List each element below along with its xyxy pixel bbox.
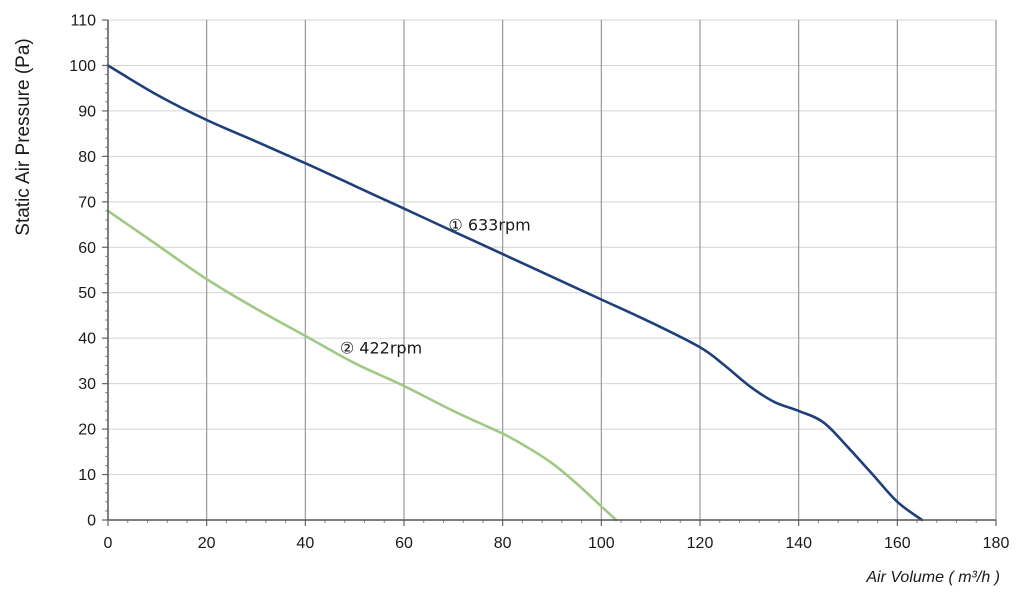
- y-tick-label: 20: [78, 422, 96, 439]
- tick-labels: 0 10 20 30 40 50 60 70 80 90 100 110 0 20 40 60 80 100 120…: [69, 13, 1009, 553]
- x-tick-label: 100: [588, 535, 615, 552]
- x-tick-label: 0: [104, 535, 113, 552]
- series-labels: ① 633rpm ② 422rpm: [340, 216, 531, 358]
- x-tick-label: 20: [198, 535, 216, 552]
- x-tick-label: 160: [884, 535, 911, 552]
- y-tick-label: 0: [87, 513, 96, 530]
- x-axis-title: Air Volume ( m³/h ): [865, 569, 1000, 586]
- y-tick-label: 100: [69, 58, 96, 75]
- series-line-2: [106, 209, 618, 522]
- y-tick-label: 110: [70, 13, 96, 30]
- x-tick-label: 80: [494, 535, 512, 552]
- x-tick-label: 120: [687, 535, 714, 552]
- x-tick-label: 40: [296, 535, 314, 552]
- y-tick-label: 70: [78, 194, 96, 211]
- y-axis-title: Static Air Pressure (Pa): [13, 38, 34, 235]
- series-lines: [106, 64, 924, 522]
- y-tick-label: 80: [78, 149, 96, 166]
- y-tick-label: 10: [78, 467, 96, 484]
- minor-ticks: [102, 19, 997, 526]
- y-tick-label: 40: [78, 331, 96, 348]
- x-tick-label: 180: [983, 535, 1010, 552]
- x-tick-label: 60: [395, 535, 413, 552]
- axes: [107, 20, 996, 521]
- y-tick-label: 50: [78, 285, 96, 302]
- series-line-1: [106, 64, 924, 522]
- grid: [108, 19, 997, 520]
- x-tick-label: 140: [785, 535, 812, 552]
- series-label-2: ② 422rpm: [340, 338, 422, 357]
- y-tick-label: 30: [78, 376, 96, 393]
- y-tick-label: 60: [78, 240, 96, 257]
- series-label-1: ① 633rpm: [448, 216, 530, 235]
- y-tick-label: 90: [78, 103, 96, 120]
